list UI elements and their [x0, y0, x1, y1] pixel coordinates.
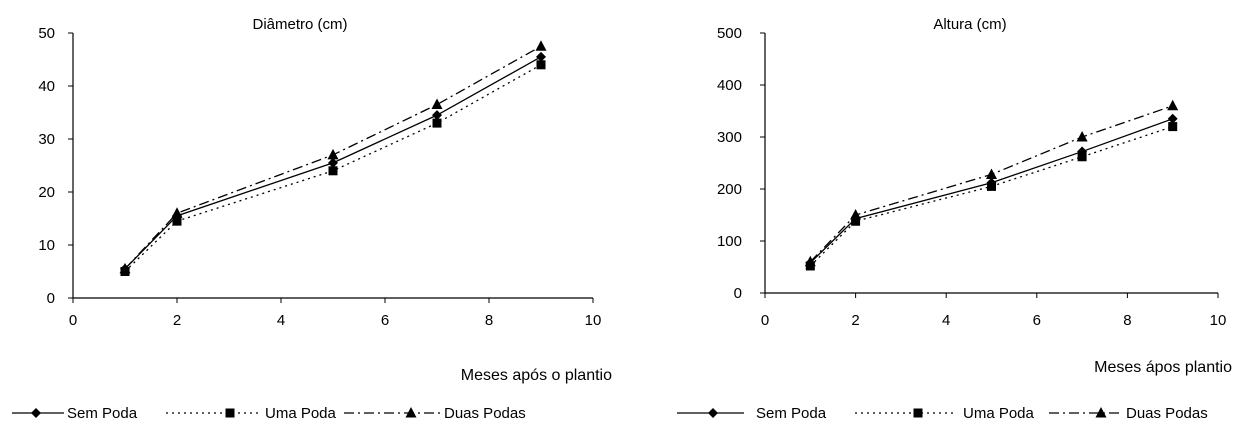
data-point	[431, 98, 443, 110]
y-tick-label: 10	[38, 237, 55, 254]
x-tick-label: 8	[1123, 312, 1131, 329]
legend-marker	[405, 407, 417, 418]
x-tick-label: 8	[485, 312, 493, 329]
y-tick-label: 0	[47, 290, 55, 307]
y-tick-label: 400	[717, 77, 742, 94]
data-point	[171, 207, 183, 218]
y-tick-label: 40	[38, 78, 55, 95]
chart-title: Altura (cm)	[933, 16, 1006, 33]
data-point	[850, 209, 862, 220]
data-point	[432, 118, 442, 128]
x-tick-label: 10	[585, 312, 602, 329]
data-point	[327, 148, 339, 160]
chart-2: 0 100 200 300 400 500 0 2 4 6 8 10 Altura (cm) Meses …	[677, 16, 1232, 422]
legend: Sem Poda Uma Poda Duas Podas	[677, 405, 1208, 422]
legend-label: Uma Poda	[265, 405, 337, 422]
data-point	[536, 60, 546, 70]
data-point	[119, 262, 131, 274]
data-point	[986, 168, 997, 179]
x-tick-label: 2	[173, 312, 181, 329]
legend-label: Sem Poda	[756, 405, 827, 422]
x-tick-label: 0	[69, 312, 77, 329]
legend-label: Duas Podas	[444, 405, 526, 422]
data-point	[1076, 131, 1088, 142]
x-axis-label: Meses após o plantio	[461, 367, 612, 384]
series-line-uma-poda	[124, 64, 542, 272]
data-point	[172, 216, 182, 226]
series-line-uma-poda	[809, 125, 1173, 267]
legend-label: Duas Podas	[1126, 405, 1208, 422]
y-tick-label: 200	[717, 181, 742, 198]
x-tick-label: 10	[1210, 312, 1227, 329]
legend-marker	[913, 408, 923, 418]
legend-marker	[31, 408, 41, 418]
y-tick-label: 30	[38, 131, 55, 148]
data-point	[1167, 113, 1178, 124]
data-point	[535, 40, 547, 51]
x-tick-label: 4	[277, 312, 285, 329]
y-tick-label: 20	[38, 184, 55, 201]
x-tick-label: 0	[761, 312, 769, 329]
legend-marker	[225, 408, 235, 418]
data-point	[851, 216, 861, 226]
x-tick-label: 2	[851, 312, 859, 329]
y-tick-label: 500	[717, 25, 742, 42]
legend: Sem Poda Uma Poda Duas Podas	[12, 405, 526, 422]
y-tick-label: 300	[717, 129, 742, 146]
x-tick-label: 4	[942, 312, 950, 329]
x-axis-label: Meses ápos plantio	[1094, 359, 1232, 376]
y-tick-label: 100	[717, 233, 742, 250]
chart-title: Diâmetro (cm)	[252, 16, 347, 33]
x-tick-label: 6	[381, 312, 389, 329]
data-point	[328, 166, 338, 176]
y-tick-label: 0	[734, 285, 742, 302]
legend-label: Uma Poda	[963, 405, 1035, 422]
data-point	[432, 110, 442, 121]
x-tick-label: 6	[1033, 312, 1041, 329]
chart-1: 0 10 20 30 40 50 0 2 4 6 8 10 Diâmetro (cm) Meses apó…	[12, 16, 612, 422]
data-point	[804, 255, 816, 267]
data-point	[1168, 122, 1178, 132]
legend-marker	[708, 408, 718, 418]
data-point	[987, 181, 996, 191]
y-tick-label: 50	[38, 25, 55, 42]
data-point	[536, 51, 546, 62]
data-point	[1077, 152, 1087, 162]
legend-label: Sem Poda	[67, 405, 138, 422]
data-point	[328, 157, 338, 168]
legend-marker	[1095, 407, 1107, 418]
data-point	[1167, 99, 1179, 111]
